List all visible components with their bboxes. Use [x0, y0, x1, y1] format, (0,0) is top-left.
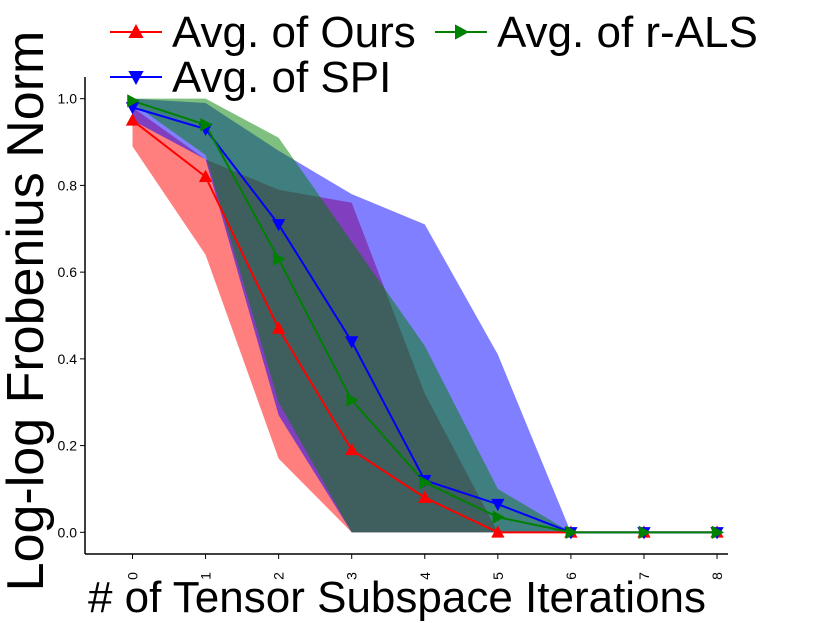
y-tick-label-1: 0.2	[58, 438, 78, 454]
marker-series-1-point-2	[271, 219, 286, 232]
marker-series-2-point-2	[273, 252, 286, 266]
x-tick-label-4: 4	[417, 572, 433, 580]
marker-series-2-point-7	[638, 525, 651, 539]
x-tick-label-7: 7	[636, 572, 652, 580]
legend-marker-0	[128, 24, 144, 38]
marker-series-0-point-4	[418, 490, 432, 503]
x-tick-label-5: 5	[490, 572, 506, 580]
axes	[80, 77, 728, 559]
marker-series-0-point-5	[491, 525, 505, 538]
marker-series-0-point-2	[271, 321, 286, 334]
x-tick-label-0: 0	[124, 572, 140, 580]
y-tick-label-2: 0.4	[58, 351, 78, 367]
legend-label-2: Avg. of r-ALS	[497, 8, 758, 57]
x-axis-title: # of Tensor Subspace Iterations	[88, 573, 706, 622]
marker-series-2-point-1	[200, 118, 213, 132]
band-series-2	[132, 98, 718, 533]
series-markers	[125, 94, 725, 540]
marker-series-1-point-5	[491, 498, 505, 512]
marker-series-0-point-1	[198, 169, 213, 182]
y-tick-label-0: 0.0	[58, 524, 78, 540]
marker-series-1-point-3	[345, 336, 359, 349]
tick-labels: 0 1 2 3 4 5 6 7 8 0.0 0.2 0.4 0.6 0.8 1.0	[58, 91, 726, 580]
legend-label-0: Avg. of Ours	[172, 8, 416, 57]
marker-series-2-point-3	[346, 393, 359, 407]
marker-series-2-point-4	[419, 475, 432, 490]
marker-series-2-point-5	[492, 510, 505, 524]
marker-series-0-point-3	[345, 442, 359, 456]
marker-series-0-point-0	[125, 113, 140, 126]
y-tick-label-4: 0.8	[58, 177, 78, 193]
legend-marker-1	[128, 71, 144, 85]
x-tick-label-1: 1	[198, 572, 214, 580]
confidence-bands	[132, 98, 718, 533]
y-axis-title: Log-log Frobenius Norm	[0, 31, 55, 592]
marker-series-2-point-8	[711, 525, 725, 539]
x-tick-label-8: 8	[709, 572, 725, 580]
marker-series-2-point-0	[127, 94, 140, 108]
marker-series-2-point-6	[565, 525, 578, 539]
y-tick-label-5: 1.0	[58, 91, 78, 107]
x-tick-label-6: 6	[563, 572, 579, 580]
legend-marker-2	[455, 24, 469, 40]
x-tick-label-3: 3	[344, 572, 360, 580]
y-tick-label-3: 0.6	[58, 264, 78, 280]
legend-label-1: Avg. of SPI	[172, 53, 391, 102]
x-tick-label-2: 2	[271, 572, 287, 580]
